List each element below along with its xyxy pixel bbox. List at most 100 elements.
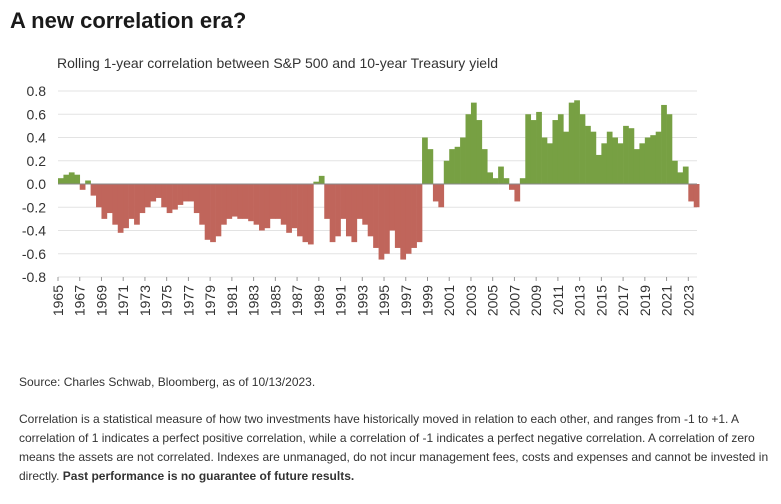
area-segment [394,184,401,248]
x-tick-label: 2001 [441,285,457,316]
area-segment [101,184,108,219]
area-segment [242,184,249,219]
area-segment [79,184,86,190]
x-tick-label: 2009 [528,285,544,316]
area-segment [427,149,434,184]
area-segment [661,104,667,184]
area-segment [106,184,113,214]
area-segment [74,174,81,184]
area-segment [650,135,657,184]
area-segment [438,184,445,208]
area-segment [280,184,287,225]
x-tick-label: 1989 [311,285,327,316]
area-segment [508,184,515,190]
area-segment [193,184,200,214]
area-segment [134,184,140,225]
area-segment [291,184,298,229]
x-tick-label: 1969 [93,285,109,316]
area-segment [373,184,379,248]
area-segment [547,143,553,184]
area-segment [275,184,282,219]
area-segment [297,184,303,237]
area-segment [96,184,102,208]
area-segment [307,184,314,245]
x-tick-label: 1985 [267,285,283,316]
area-segment [166,184,173,214]
x-tick-label: 1971 [115,285,131,316]
area-segment [693,184,700,208]
area-segment [286,184,292,233]
area-segment [655,131,662,184]
x-tick-label: 2011 [550,285,566,315]
area-segment [432,184,439,202]
area-segment [85,180,91,184]
area-segment [536,111,542,184]
x-tick-label: 1991 [333,285,349,316]
area-segment [248,184,254,222]
area-segment [644,137,651,184]
x-tick-label: 2023 [680,285,696,316]
area-segment [329,184,336,243]
x-tick-label: 1983 [246,285,262,316]
y-tick-label: -0.8 [22,269,46,285]
y-tick-label: 0.8 [27,83,47,99]
area-segment [416,184,423,243]
y-tick-label: 0.4 [27,130,47,146]
area-segment [384,184,390,254]
area-segment [117,184,124,233]
area-segment [454,146,461,184]
area-segment [215,184,222,237]
area-segment [378,184,385,260]
area-segment [628,128,635,184]
area-segment [606,131,613,184]
area-segment [639,143,646,184]
area-segment [237,184,244,219]
area-segment [481,149,488,184]
area-segment [123,184,129,229]
area-segment [188,184,195,202]
area-segment [422,137,428,184]
y-tick-label: 0.0 [27,176,47,192]
area-segment [340,184,347,219]
area-segment [487,172,493,184]
area-segment [525,114,532,184]
y-tick-label: -0.2 [22,199,46,215]
area-segment [666,114,673,184]
area-segment [112,184,119,225]
area-segment [623,125,629,184]
area-segment [443,160,450,184]
area-segment [557,114,564,184]
area-segment [514,184,521,202]
x-tick-label: 1967 [72,285,88,316]
x-tick-label: 1997 [398,285,414,316]
x-tick-label: 1975 [159,285,175,316]
area-segment [144,184,151,208]
chart: Rolling 1-year correlation between S&P 5… [22,55,700,316]
area-segment [617,143,624,184]
area-segment [313,181,320,184]
area-segment [677,172,684,184]
area-segment [688,184,695,202]
x-tick-label: 1993 [354,285,370,316]
notes-text: Correlation is a statistical measure of … [19,412,769,483]
area-segment [405,184,412,254]
area-segment [568,102,575,184]
area-segment [253,184,260,225]
area-segment [128,184,135,219]
x-tick-label: 2003 [463,285,479,316]
area-segment [367,184,374,237]
area-segment [530,120,537,184]
area-segment [231,184,238,217]
area-segment [269,184,276,219]
area-segment [449,149,455,184]
x-tick-label: 1973 [137,285,153,316]
area-segment [465,114,472,184]
area-segment [182,184,189,202]
x-tick-label: 1965 [50,285,66,316]
area-segment [204,184,211,240]
area-segment [579,114,586,184]
notes: Correlation is a statistical measure of … [19,410,771,486]
area-segment [221,184,227,225]
area-segment [172,184,178,210]
area-segment [672,160,678,184]
